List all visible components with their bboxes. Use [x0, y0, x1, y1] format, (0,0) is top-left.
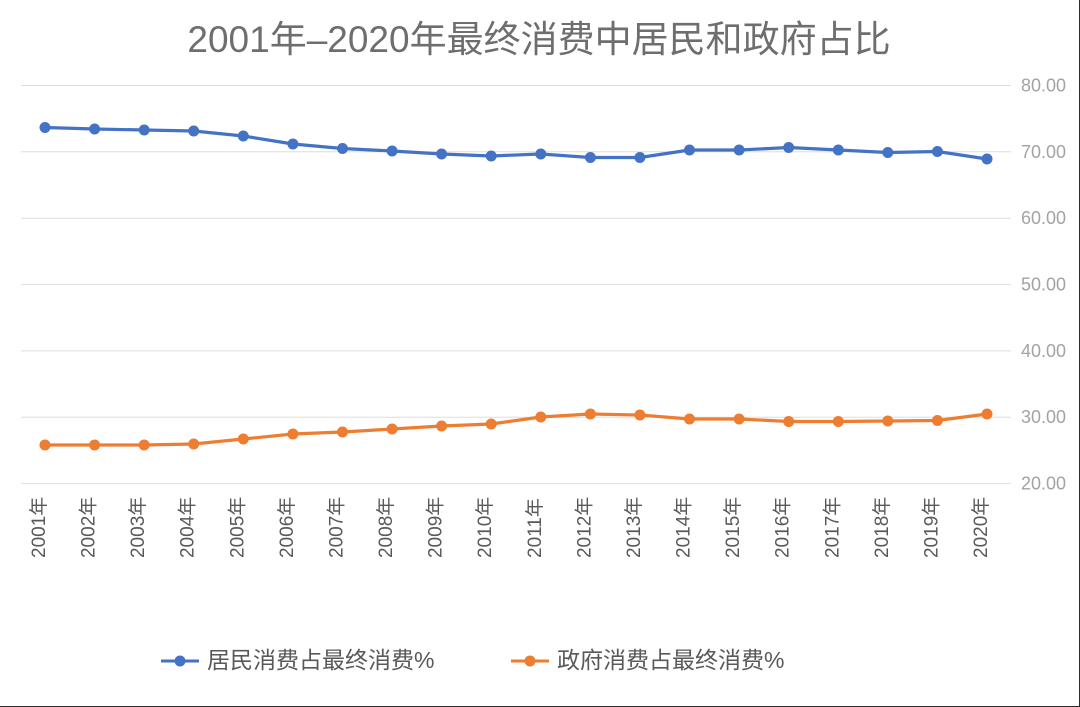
svg-text:2016年: 2016年 — [772, 497, 794, 558]
svg-text:2014年: 2014年 — [673, 497, 695, 558]
svg-text:2002年: 2002年 — [78, 497, 100, 558]
svg-text:30.00: 30.00 — [1021, 407, 1066, 427]
svg-text:2009年: 2009年 — [425, 497, 447, 558]
svg-text:50.00: 50.00 — [1021, 275, 1066, 295]
svg-text:2011年: 2011年 — [524, 498, 546, 558]
svg-text:2017年: 2017年 — [821, 497, 843, 558]
svg-text:2018年: 2018年 — [871, 497, 893, 558]
svg-text:2012年: 2012年 — [573, 497, 595, 558]
svg-text:政府消费占最终消费%: 政府消费占最终消费% — [557, 647, 784, 673]
svg-text:2001年: 2001年 — [28, 497, 50, 558]
svg-text:2019年: 2019年 — [920, 497, 942, 558]
svg-text:2008年: 2008年 — [375, 497, 397, 558]
svg-text:2006年: 2006年 — [276, 497, 298, 558]
svg-text:2013年: 2013年 — [623, 497, 645, 558]
svg-text:2004年: 2004年 — [177, 497, 199, 558]
svg-text:居民消费占最终消费%: 居民消费占最终消费% — [207, 647, 434, 673]
svg-text:70.00: 70.00 — [1021, 142, 1066, 162]
svg-text:40.00: 40.00 — [1021, 341, 1066, 361]
svg-text:20.00: 20.00 — [1021, 474, 1066, 494]
svg-text:2005年: 2005年 — [226, 497, 248, 558]
svg-text:60.00: 60.00 — [1021, 208, 1066, 228]
svg-text:2015年: 2015年 — [722, 497, 744, 558]
svg-text:2007年: 2007年 — [326, 497, 348, 558]
svg-text:2010年: 2010年 — [474, 497, 496, 558]
svg-text:2003年: 2003年 — [127, 497, 149, 558]
svg-text:2020年: 2020年 — [970, 497, 992, 558]
svg-text:80.00: 80.00 — [1021, 76, 1066, 96]
